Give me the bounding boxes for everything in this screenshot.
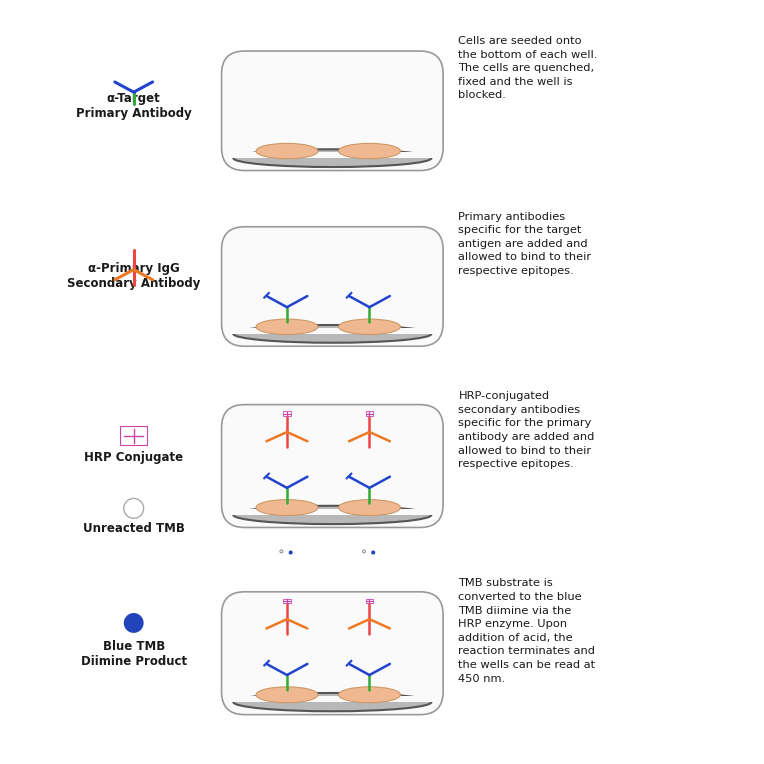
Circle shape (289, 551, 293, 555)
Ellipse shape (338, 687, 400, 703)
Ellipse shape (338, 144, 400, 159)
Ellipse shape (256, 319, 318, 335)
Ellipse shape (233, 325, 432, 343)
Ellipse shape (256, 500, 318, 516)
FancyBboxPatch shape (222, 227, 443, 346)
Text: Primary antibodies
specific for the target
antigen are added and
allowed to bind: Primary antibodies specific for the targ… (458, 212, 591, 276)
Text: TMB substrate is
converted to the blue
TMB diimine via the
HRP enzyme. Upon
addi: TMB substrate is converted to the blue T… (458, 578, 595, 684)
Text: HRP-conjugated
secondary antibodies
specific for the primary
antibody are added : HRP-conjugated secondary antibodies spec… (458, 391, 595, 469)
Circle shape (371, 551, 375, 555)
FancyBboxPatch shape (222, 592, 443, 714)
Ellipse shape (338, 319, 400, 335)
Bar (283, 598, 290, 603)
Text: Blue TMB
Diimine Product: Blue TMB Diimine Product (81, 639, 186, 668)
Bar (120, 426, 147, 445)
Bar (366, 411, 373, 416)
Text: HRP Conjugate: HRP Conjugate (84, 451, 183, 464)
FancyBboxPatch shape (222, 405, 443, 527)
Ellipse shape (233, 506, 432, 524)
Ellipse shape (233, 149, 432, 167)
Ellipse shape (256, 687, 318, 703)
Text: α-Primary IgG
Secondary Antibody: α-Primary IgG Secondary Antibody (67, 262, 200, 290)
Text: α-Target
Primary Antibody: α-Target Primary Antibody (76, 92, 192, 120)
Text: Unreacted TMB: Unreacted TMB (83, 522, 185, 535)
FancyBboxPatch shape (231, 509, 434, 515)
FancyBboxPatch shape (231, 152, 434, 158)
Bar (283, 411, 290, 416)
Text: Cells are seeded onto
the bottom of each well.
The cells are quenched,
fixed and: Cells are seeded onto the bottom of each… (458, 36, 597, 100)
Ellipse shape (256, 144, 318, 159)
FancyBboxPatch shape (222, 51, 443, 170)
Bar (366, 598, 373, 603)
FancyBboxPatch shape (231, 696, 434, 702)
Ellipse shape (233, 693, 432, 711)
Circle shape (124, 613, 144, 633)
FancyBboxPatch shape (231, 328, 434, 334)
Ellipse shape (338, 500, 400, 516)
